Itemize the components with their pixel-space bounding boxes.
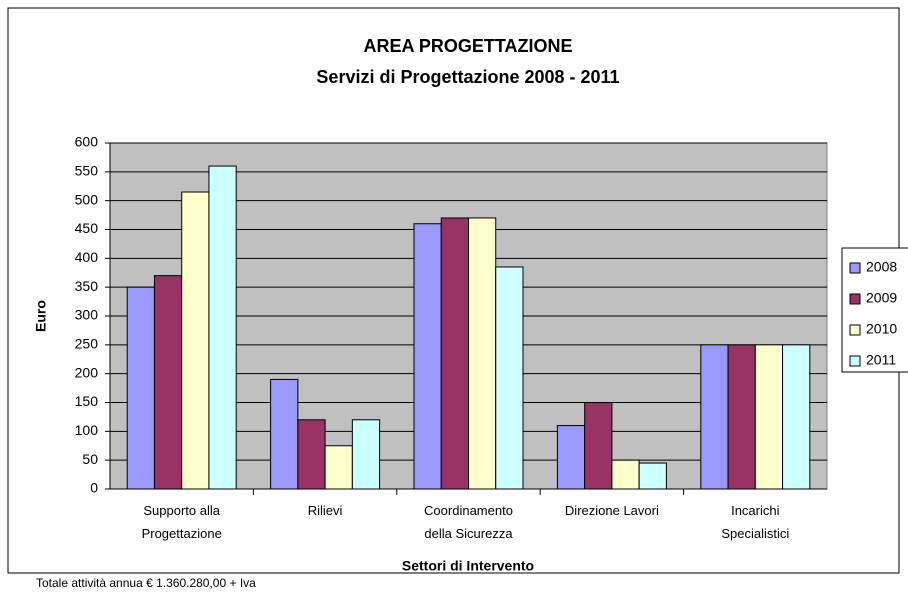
- y-tick-label: 100: [75, 422, 99, 438]
- bar: [754, 344, 784, 490]
- y-tick-label: 200: [75, 364, 99, 380]
- bar: [468, 217, 497, 490]
- y-tick-label: 50: [82, 451, 98, 467]
- x-tick-label: Direzione Lavori: [565, 503, 659, 518]
- legend-label: 2010: [866, 321, 897, 337]
- bar: [413, 223, 442, 490]
- x-tick-label: Coordinamento della Sicurezza: [424, 503, 513, 541]
- x-tick-label: Supporto alla Progettazione: [142, 503, 222, 541]
- y-tick-label: 300: [75, 307, 99, 323]
- bar: [181, 191, 210, 490]
- bar: [324, 445, 353, 490]
- bar: [440, 217, 469, 490]
- bar: [727, 344, 756, 490]
- bar: [153, 275, 183, 490]
- x-tick-label: Rilievi: [308, 503, 343, 518]
- y-tick-label: 0: [90, 480, 98, 496]
- y-tick-label: 250: [75, 336, 99, 352]
- bar: [270, 378, 299, 490]
- bar: [611, 459, 640, 490]
- legend-swatch: [849, 324, 861, 336]
- bar: [351, 419, 381, 490]
- y-tick-label: 150: [75, 393, 99, 409]
- y-tick-label: 400: [75, 249, 99, 265]
- bar: [556, 425, 586, 490]
- y-tick-label: 350: [75, 278, 99, 294]
- y-tick-label: 600: [75, 134, 99, 150]
- bar: [297, 419, 326, 490]
- x-axis-label: Settori di Intervento: [402, 558, 534, 574]
- y-tick-label: 550: [75, 163, 99, 179]
- bar: [782, 344, 811, 490]
- legend-label: 2011: [866, 352, 896, 368]
- legend-swatch: [849, 355, 861, 367]
- annotation: Totale attività annua € 1.360.280,00 + I…: [36, 576, 256, 590]
- legend-label: 2009: [866, 290, 897, 306]
- legend-swatch: [849, 262, 861, 274]
- legend-label: 2008: [866, 259, 897, 275]
- chart-subtitle: Servizi di Progettazione 2008 - 2011: [316, 67, 619, 87]
- bar: [700, 344, 729, 490]
- y-tick-label: 450: [75, 220, 99, 236]
- bar: [638, 462, 667, 490]
- legend-swatch: [849, 293, 861, 305]
- bar: [584, 402, 613, 490]
- bar: [126, 286, 155, 490]
- bar: [495, 266, 524, 490]
- chart-title: AREA PROGETTAZIONE: [363, 36, 572, 56]
- y-axis-label: Euro: [33, 300, 49, 332]
- x-tick-label: Incarichi Specialistici: [721, 503, 789, 541]
- bar: [208, 165, 237, 490]
- y-tick-label: 500: [75, 191, 99, 207]
